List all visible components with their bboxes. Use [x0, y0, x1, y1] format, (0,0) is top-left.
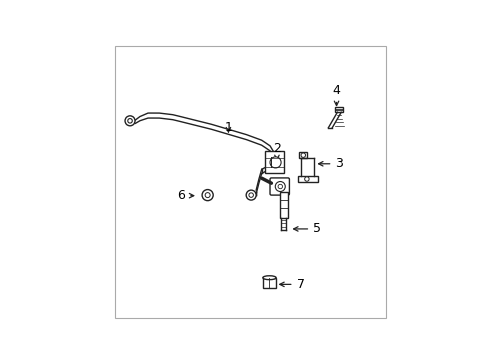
Text: 2: 2: [272, 142, 280, 161]
FancyBboxPatch shape: [297, 176, 317, 182]
FancyBboxPatch shape: [264, 151, 283, 174]
FancyBboxPatch shape: [279, 192, 287, 218]
Text: 6: 6: [177, 189, 193, 202]
Circle shape: [245, 190, 256, 200]
Circle shape: [248, 193, 253, 197]
FancyBboxPatch shape: [299, 152, 307, 158]
Circle shape: [125, 116, 135, 126]
Circle shape: [205, 193, 210, 198]
Circle shape: [269, 157, 281, 168]
Text: 3: 3: [318, 157, 343, 170]
Text: 4: 4: [332, 84, 340, 105]
Text: 5: 5: [293, 222, 321, 235]
Ellipse shape: [262, 276, 276, 280]
Circle shape: [127, 118, 132, 123]
Circle shape: [278, 184, 282, 189]
FancyBboxPatch shape: [262, 278, 276, 288]
Circle shape: [304, 177, 308, 181]
Text: 7: 7: [279, 278, 304, 291]
FancyBboxPatch shape: [269, 178, 289, 195]
Text: 1: 1: [224, 121, 232, 134]
Circle shape: [202, 190, 213, 201]
FancyBboxPatch shape: [335, 107, 343, 112]
Circle shape: [301, 153, 305, 157]
Circle shape: [275, 181, 285, 192]
